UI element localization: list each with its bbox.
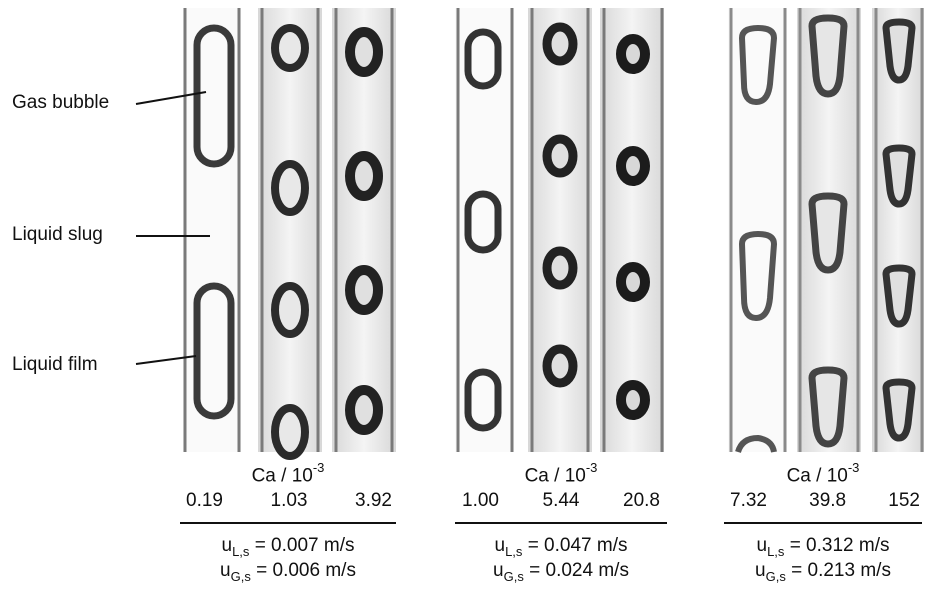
gas-bubble: [882, 264, 916, 328]
gas-bubble: [542, 344, 578, 388]
ca-value: 20.8: [623, 490, 660, 511]
gas-bubble: [464, 28, 502, 90]
ca-exponent: -3: [585, 460, 598, 475]
gas-bubble: [808, 14, 848, 98]
liquid-velocity: uL,s = 0.047 m/s: [455, 535, 667, 559]
gas-bubble: [345, 385, 383, 435]
gas-bubble: [616, 34, 650, 74]
gas-bubble: [271, 160, 309, 216]
channel-3-3: [872, 8, 924, 452]
gas-bubble: [882, 378, 916, 442]
caption-divider: [180, 522, 396, 524]
gas-bubble: [808, 192, 848, 274]
ul-symbol: u: [756, 535, 768, 556]
ca-label: Ca / 10: [251, 465, 313, 487]
ca-values-row: 0.19 1.03 3.92: [186, 490, 392, 512]
gas-bubble: [271, 282, 309, 338]
gas-bubble: [542, 246, 578, 290]
channel-photographs: [135, 8, 924, 460]
ul-symbol: u: [494, 535, 506, 556]
panel-3-photo: [728, 8, 924, 453]
gas-bubble: [738, 24, 778, 106]
gas-bubble: [542, 134, 578, 178]
gas-bubble: [616, 262, 650, 302]
gas-bubble: [882, 144, 916, 208]
gas-bubble: [735, 434, 777, 453]
gas-bubble: [271, 404, 309, 460]
ul-value: = 0.007 m/s: [254, 535, 355, 556]
gas-bubble: [271, 24, 309, 72]
channel-1-1: [183, 8, 241, 452]
ca-exponent: -3: [312, 460, 325, 475]
gas-bubble: [345, 151, 383, 201]
ca-value: 3.92: [355, 490, 392, 511]
channel-3-1: [728, 8, 787, 453]
channel-2-1: [455, 8, 514, 452]
gas-velocity: uG,s = 0.024 m/s: [455, 560, 667, 584]
gas-velocity: uG,s = 0.006 m/s: [180, 560, 396, 584]
ca-value: 39.8: [809, 490, 847, 511]
ca-heading: Ca / 10-3: [180, 460, 396, 487]
ul-subscript: L,s: [767, 543, 785, 559]
caption-divider: [455, 522, 667, 524]
caption-divider: [724, 522, 922, 524]
channel-2-2: [528, 8, 592, 452]
gas-velocity: uG,s = 0.213 m/s: [724, 560, 922, 584]
ug-symbol: u: [755, 560, 766, 581]
gas-bubble: [345, 27, 383, 77]
gas-bubble: [808, 366, 848, 448]
gas-bubble: [464, 190, 502, 254]
gas-bubble-leader-line: [135, 91, 207, 105]
ul-subscript: L,s: [505, 543, 523, 559]
ul-symbol: u: [221, 535, 233, 556]
ca-value: 1.03: [270, 490, 308, 511]
gas-bubble: [193, 24, 235, 168]
channel-3-2: [797, 8, 861, 452]
liquid-velocity: uL,s = 0.007 m/s: [180, 535, 396, 559]
gas-bubble: [464, 368, 502, 432]
ca-heading: Ca / 10-3: [724, 460, 922, 487]
gas-bubble: [542, 22, 578, 66]
ug-subscript: G,s: [230, 568, 251, 584]
ca-value: 5.44: [542, 490, 580, 511]
ca-values-row: 7.32 39.8 152: [730, 490, 920, 512]
ca-value: 7.32: [730, 490, 767, 511]
gas-bubble: [738, 230, 778, 322]
ca-value: 1.00: [462, 490, 499, 511]
ca-value: 152: [888, 490, 920, 511]
gas-bubble: [882, 18, 916, 84]
ug-value: = 0.024 m/s: [529, 560, 629, 581]
channel-1-2: [258, 8, 322, 460]
ca-label: Ca / 10: [786, 465, 848, 487]
channel-2-3: [600, 8, 664, 452]
liquid-slug-label: Liquid slug: [12, 224, 103, 245]
gas-bubble: [345, 265, 383, 315]
ug-subscript: G,s: [503, 568, 524, 584]
liquid-velocity: uL,s = 0.312 m/s: [724, 535, 922, 559]
gas-bubble: [193, 282, 235, 420]
ug-symbol: u: [220, 560, 231, 581]
gas-bubble-label: Gas bubble: [12, 92, 110, 113]
ca-heading: Ca / 10-3: [455, 460, 667, 487]
liquid-film-label: Liquid film: [12, 354, 98, 375]
channel-1-3: [332, 8, 396, 452]
ca-label: Ca / 10: [524, 465, 586, 487]
liquid-film-leader-line: [135, 355, 197, 365]
ug-symbol: u: [493, 560, 504, 581]
gas-bubble: [616, 380, 650, 420]
panel-2-photo: [455, 8, 664, 452]
gas-bubble: [616, 146, 650, 186]
ug-value: = 0.213 m/s: [791, 560, 891, 581]
panel-1-photo: [183, 8, 396, 460]
ul-subscript: L,s: [232, 543, 250, 559]
ul-value: = 0.312 m/s: [789, 535, 890, 556]
ca-exponent: -3: [847, 460, 860, 475]
ca-values-row: 1.00 5.44 20.8: [462, 490, 660, 512]
ug-subscript: G,s: [765, 568, 786, 584]
ca-value: 0.19: [186, 490, 223, 511]
ug-value: = 0.006 m/s: [256, 560, 356, 581]
ul-value: = 0.047 m/s: [527, 535, 628, 556]
